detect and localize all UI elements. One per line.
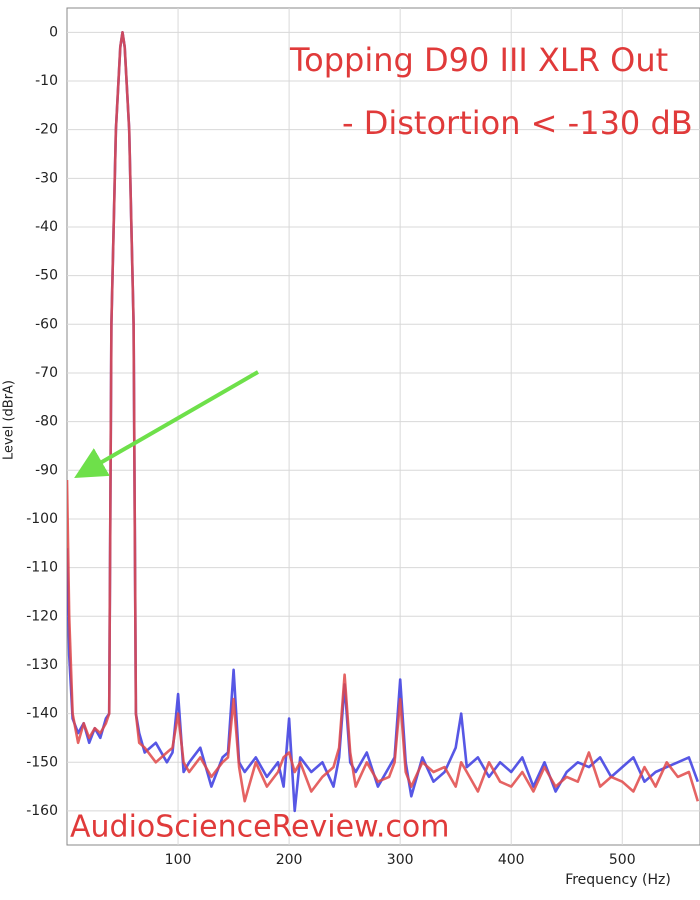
y-tick-label: -40 — [35, 219, 58, 235]
y-tick-label: -30 — [35, 170, 58, 186]
y-tick-label: -150 — [26, 754, 58, 770]
y-tick-label: -90 — [35, 462, 58, 478]
y-tick-label: -80 — [35, 414, 58, 430]
x-tick-label: 100 — [165, 852, 192, 868]
chart-title: Topping D90 III XLR Out — [289, 41, 668, 79]
x-tick-label: 300 — [387, 852, 414, 868]
watermark: AudioScienceReview.com — [70, 810, 449, 845]
y-tick-label: -10 — [35, 73, 58, 89]
plot-area — [66, 7, 700, 846]
y-tick-label: -100 — [26, 511, 58, 527]
lines — [67, 30, 700, 813]
x-tick-label: 500 — [609, 852, 636, 868]
y-axis-label: Level (dBrA) — [2, 380, 17, 460]
y-tick-label: -60 — [35, 316, 58, 332]
y-tick-label: -130 — [26, 657, 58, 673]
y-tick-label: -110 — [26, 560, 58, 576]
y-tick-label: -140 — [26, 706, 58, 722]
series-line — [67, 30, 700, 803]
x-tick-label: 400 — [498, 852, 525, 868]
chart-subtitle: - Distortion < -130 dB ( — [342, 104, 700, 142]
y-tick-label: -160 — [26, 803, 58, 819]
y-tick-label: -50 — [35, 268, 58, 284]
y-tick-label: 0 — [49, 24, 58, 40]
y-tick-label: -70 — [35, 365, 58, 381]
arrow — [74, 370, 259, 478]
y-tick-label: -120 — [26, 608, 58, 624]
y-tick-label: -20 — [35, 122, 58, 138]
x-tick-label: 200 — [276, 852, 303, 868]
x-axis-label: Frequency (Hz) — [565, 872, 671, 888]
